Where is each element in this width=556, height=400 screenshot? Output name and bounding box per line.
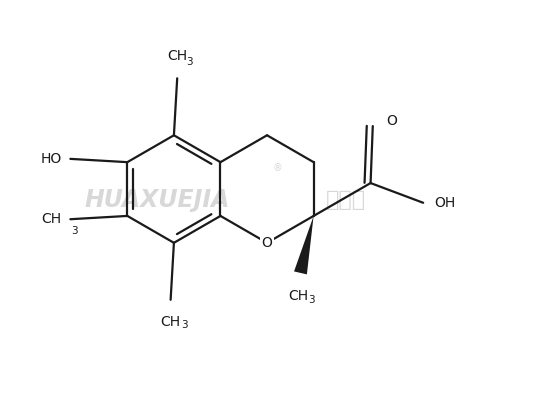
Text: HO: HO: [41, 152, 62, 166]
Polygon shape: [294, 216, 314, 274]
Text: CH: CH: [288, 289, 309, 303]
Text: 3: 3: [182, 320, 188, 330]
Text: 3: 3: [186, 57, 192, 67]
Text: 3: 3: [308, 295, 315, 305]
Text: OH: OH: [434, 196, 455, 210]
Text: CH: CH: [42, 212, 62, 226]
Text: HUAXUEJIA: HUAXUEJIA: [85, 188, 230, 212]
Text: O: O: [262, 236, 272, 250]
Text: O: O: [386, 114, 397, 128]
Text: CH: CH: [167, 49, 187, 63]
Text: CH: CH: [161, 315, 181, 329]
Text: 3: 3: [71, 226, 78, 236]
Text: 化学加: 化学加: [326, 190, 366, 210]
Text: ®: ®: [273, 164, 283, 174]
